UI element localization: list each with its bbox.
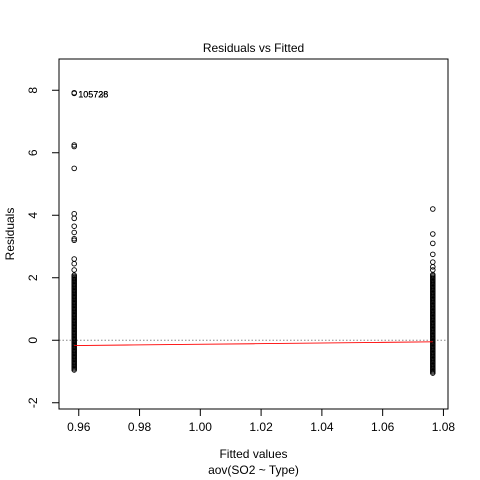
outlier-point [430, 264, 436, 270]
outlier-point [71, 143, 77, 150]
point-id-label: 105726 [78, 89, 108, 99]
outlier-point [430, 231, 436, 237]
residual-point [71, 272, 77, 278]
outlier-point [71, 267, 77, 273]
y-tick-label: 8 [26, 87, 40, 94]
x-tick-label: 0.96 [67, 420, 91, 434]
x-tick-label: 1.00 [189, 420, 213, 434]
outlier-point [430, 267, 436, 273]
y-tick-label: 4 [26, 212, 40, 219]
axes: 0.96 0.98 1.00 1.02 1.04 1.06 1.08 -2 0 2 4 6 8 [26, 87, 455, 434]
x-tick-label: 1.08 [432, 420, 456, 434]
outlier-point [71, 165, 77, 172]
plot-frame [58, 58, 449, 410]
y-tick-label: -2 [26, 397, 40, 408]
outlier-point [71, 89, 77, 96]
y-axis-label: Residuals [3, 208, 17, 261]
outlier-point [71, 215, 77, 222]
outlier-point [71, 256, 77, 262]
point-id-label: 105728 [78, 89, 108, 99]
x-axis-label: Fitted values [219, 447, 287, 461]
outlier-point [430, 240, 436, 247]
x-tick-label: 1.04 [310, 420, 334, 434]
x-tick-label: 1.02 [249, 420, 273, 434]
outlier-point [71, 260, 77, 267]
outlier-point [71, 142, 77, 148]
smoother-layer [74, 341, 433, 347]
y-tick-label: 2 [26, 274, 40, 281]
x-tick-label: 0.98 [128, 420, 152, 434]
x-tick-label: 1.06 [371, 420, 395, 434]
outlier-point [71, 235, 77, 242]
outlier-point [71, 210, 77, 217]
outlier-point [71, 237, 77, 243]
outlier-point [430, 259, 436, 265]
data-points [59, 89, 448, 376]
point-id-label: 105738 [78, 89, 108, 99]
y-tick-label: 6 [26, 149, 40, 156]
outlier-point [71, 223, 77, 229]
outlier-point [71, 229, 77, 236]
x-axis-sublabel: aov(SO2 ~ Type) [208, 463, 299, 477]
smoother-line [74, 341, 433, 347]
chart-title: Residuals vs Fitted [203, 41, 304, 55]
outlier-point [430, 206, 436, 212]
y-tick-label: 0 [26, 337, 40, 344]
outlier-point [430, 251, 436, 258]
